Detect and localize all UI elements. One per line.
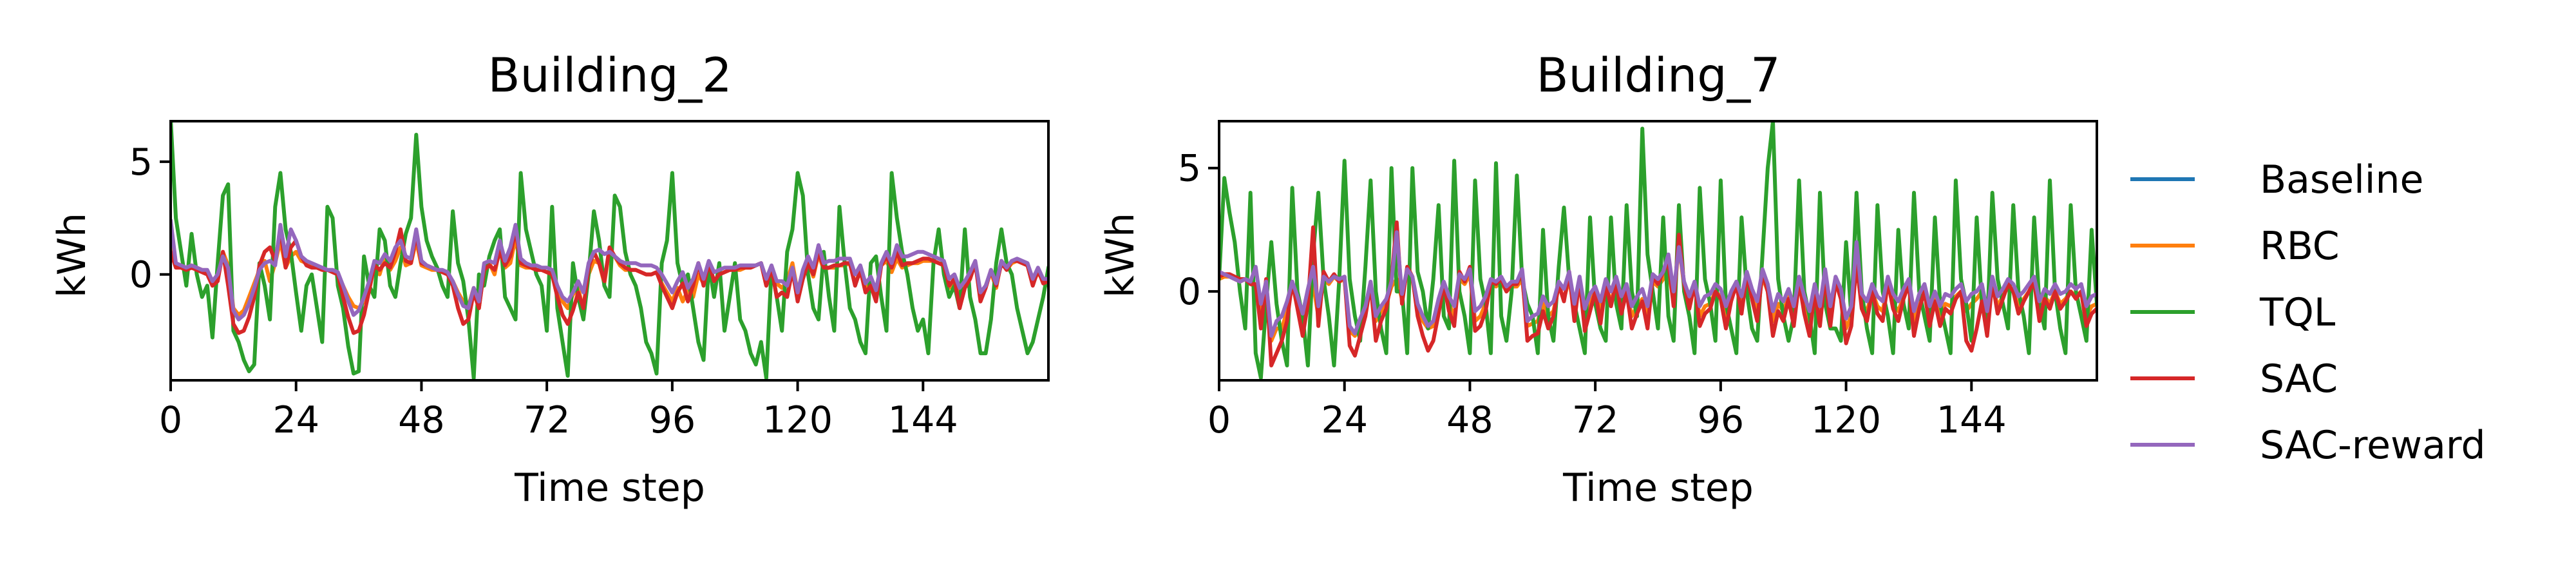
plot-frame [169,120,1050,382]
x-axis-ticks: 0 24 48 72 96 120 144 [1208,380,2007,442]
x-tick-label: 24 [272,399,319,442]
x-tick-label: 144 [888,399,958,442]
y-axis-label: kWh [1098,213,1143,298]
y-axis-ticks: 05 [129,141,171,297]
x-tick-label: 144 [1937,399,2007,442]
chart-title: Building_7 [1536,48,1780,103]
series-lines [171,121,1048,380]
series-line-sac-reward [1219,230,2097,338]
x-axis-label: Time step [1562,465,1754,511]
x-tick-label: 24 [1321,399,1368,442]
x-tick-label: 96 [1698,399,1745,442]
y-axis-ticks: 05 [1178,148,1219,313]
x-tick-label: 120 [762,399,833,442]
chart-panel-building-7: Building_7 0 24 48 72 96 120 144 05 Time step … [1098,48,2098,511]
y-tick-label: 5 [129,141,153,184]
plot-frame [1218,120,2098,382]
legend-label-baseline: Baseline [2260,157,2423,202]
chart-title: Building_2 [488,48,732,103]
series-line-sac-reward [171,218,1048,322]
x-tick-label: 120 [1811,399,1881,442]
x-tick-label: 48 [1446,399,1493,442]
legend-label-rbc: RBC [2260,224,2340,269]
x-axis-ticks: 0 24 48 72 96 120 144 [159,380,958,442]
chart-panel-building-2: Building_2 0 24 48 72 96 120 144 05 Time step … [50,48,1050,511]
x-tick-label: 48 [398,399,445,442]
series-line-sac [171,227,1048,335]
y-axis-label: kWh [50,213,95,298]
legend-label-tql: TQL [2259,290,2336,335]
x-axis-label: Time step [514,465,705,511]
y-tick-label: 0 [129,254,153,297]
x-tick-label: 96 [649,399,696,442]
x-tick-label: 0 [159,399,182,442]
series-line-tql [171,121,1048,380]
x-tick-label: 72 [524,399,571,442]
x-tick-label: 72 [1572,399,1619,442]
legend-label-sac: SAC [2260,356,2338,402]
x-tick-label: 0 [1208,399,1231,442]
legend-label-sac-reward: SAC-reward [2260,423,2486,468]
y-tick-label: 5 [1178,148,1201,190]
y-tick-label: 0 [1178,271,1201,313]
series-lines [1219,121,2097,380]
legend: Baseline RBC TQL SAC SAC-reward [2130,157,2486,468]
